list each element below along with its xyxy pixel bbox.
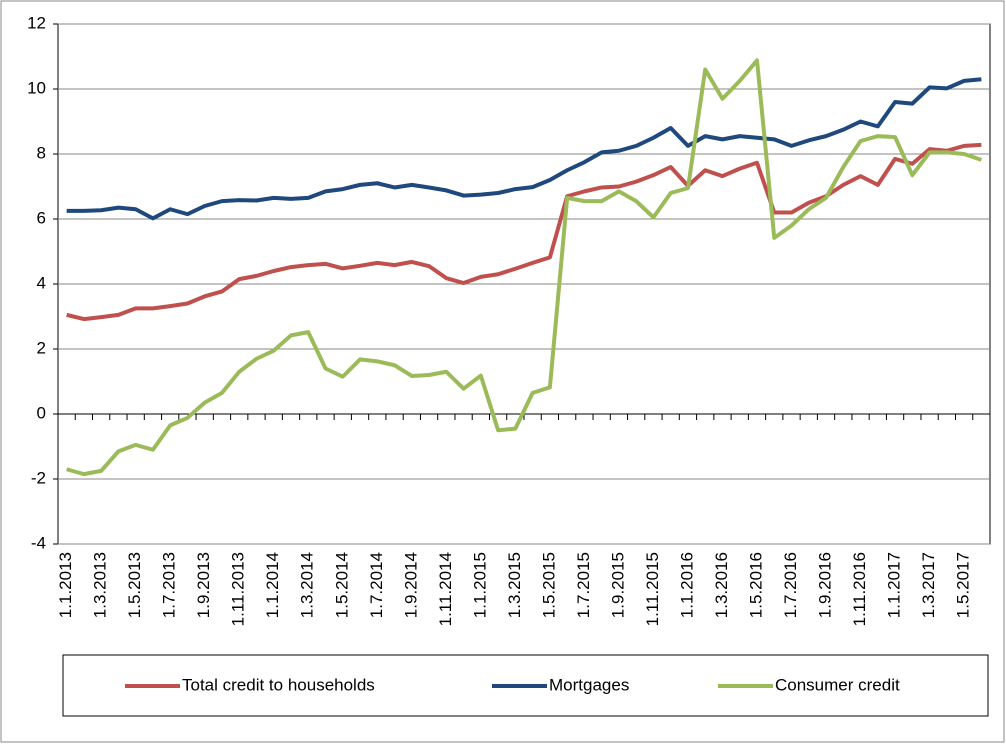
x-tick-label: 1.3.2015 [505, 552, 524, 618]
x-tick-label: 1.7.2013 [160, 552, 179, 618]
x-tick-label: 1.3.2014 [298, 552, 317, 618]
y-tick-label: 2 [37, 338, 46, 357]
x-tick-label: 1.5.2017 [954, 552, 973, 618]
y-tick-label: -2 [31, 468, 46, 487]
y-tick-label: 6 [37, 208, 46, 227]
x-tick-label: 1.1.2016 [677, 552, 696, 618]
x-tick-label: 1.9.2014 [401, 552, 420, 618]
y-tick-label: 0 [37, 403, 46, 422]
x-tick-label: 1.1.2014 [263, 552, 282, 618]
x-tick-label: 1.1.2015 [470, 552, 489, 618]
legend-label: Total credit to households [182, 675, 375, 694]
x-tick-label: 1.5.2014 [332, 552, 351, 618]
x-tick-label: 1.1.2017 [885, 552, 904, 618]
y-tick-label: 4 [37, 273, 46, 292]
x-tick-label: 1.3.2013 [91, 552, 110, 618]
x-tick-label: 1.11.2015 [643, 552, 662, 626]
x-tick-label: 1.3.2016 [712, 552, 731, 618]
x-tick-label: 1.1.2013 [56, 552, 75, 618]
x-tick-label: 1.9.2013 [194, 552, 213, 618]
legend-box [62, 654, 989, 717]
x-tick-label: 1.5.2015 [539, 552, 558, 618]
x-tick-label: 1.7.2015 [574, 552, 593, 618]
legend-label: Consumer credit [775, 675, 900, 694]
series-line [66, 58, 983, 477]
x-tick-label: 1.5.2016 [746, 552, 765, 618]
x-tick-label: 1.5.2013 [125, 552, 144, 618]
x-tick-label: 1.9.2015 [608, 552, 627, 618]
y-tick-label: 8 [37, 143, 46, 162]
legend-label: Mortgages [549, 675, 629, 694]
x-tick-label: 1.3.2017 [919, 552, 938, 618]
y-tick-label: -4 [31, 533, 46, 552]
x-tick-label: 1.11.2016 [850, 552, 869, 626]
x-tick-label: 1.7.2016 [781, 552, 800, 618]
x-tick-label: 1.7.2014 [367, 552, 386, 618]
y-tick-label: 10 [27, 78, 46, 97]
x-tick-label: 1.11.2014 [436, 552, 455, 626]
y-tick-label: 12 [27, 13, 46, 32]
x-tick-label: 1.9.2016 [816, 552, 835, 618]
series-line [66, 77, 982, 221]
x-tick-label: 1.11.2013 [229, 552, 248, 626]
